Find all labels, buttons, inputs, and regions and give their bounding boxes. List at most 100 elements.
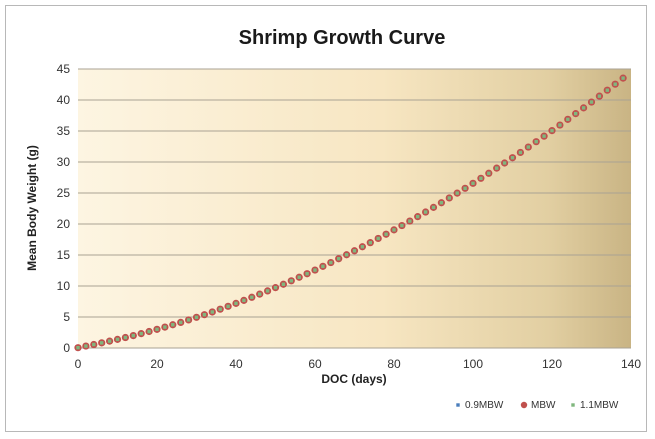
data-point — [76, 345, 80, 350]
x-tick-label: 20 — [150, 357, 164, 371]
data-point — [210, 310, 214, 314]
data-point — [463, 186, 467, 190]
data-point — [139, 331, 143, 336]
data-point — [265, 289, 270, 293]
data-point — [392, 228, 396, 232]
data-point — [431, 205, 436, 210]
data-point — [597, 94, 602, 98]
data-point — [226, 304, 230, 309]
legend-marker — [456, 403, 460, 407]
legend-marker — [520, 401, 528, 409]
y-tick-label: 15 — [57, 248, 71, 262]
data-point — [376, 236, 380, 241]
data-point — [613, 82, 617, 86]
data-point — [502, 161, 507, 165]
series-1.1MBW — [76, 76, 625, 350]
x-tick-label: 80 — [387, 357, 401, 371]
data-point — [360, 245, 365, 249]
y-tick-label: 5 — [63, 310, 70, 324]
legend-label: 0.9MBW — [465, 400, 504, 411]
data-point — [107, 339, 112, 343]
data-point — [242, 298, 246, 303]
data-point — [439, 201, 444, 205]
data-point — [273, 285, 278, 290]
data-point — [408, 219, 412, 223]
data-point — [194, 315, 199, 320]
data-point — [487, 171, 491, 175]
y-tick-label: 25 — [57, 186, 71, 200]
data-point — [344, 253, 349, 257]
plot-area — [78, 69, 631, 348]
data-point — [550, 128, 554, 133]
data-point — [202, 313, 207, 317]
data-point — [495, 166, 499, 170]
data-point — [455, 191, 459, 195]
data-point — [400, 223, 404, 228]
data-point — [479, 176, 483, 181]
data-point — [534, 139, 538, 144]
data-point — [510, 156, 515, 160]
x-tick-label: 100 — [463, 357, 483, 371]
y-tick-label: 10 — [57, 279, 71, 293]
y-tick-label: 20 — [57, 217, 71, 231]
x-tick-label: 0 — [75, 357, 82, 371]
data-point — [297, 275, 301, 279]
data-point — [131, 333, 135, 338]
data-point — [234, 301, 238, 306]
data-point — [621, 76, 625, 80]
data-point — [218, 307, 222, 311]
legend-marker — [571, 403, 575, 407]
data-point — [526, 145, 530, 149]
x-tick-label: 40 — [229, 357, 243, 371]
data-point — [281, 282, 286, 286]
legend-label: MBW — [531, 400, 556, 411]
data-point — [100, 341, 104, 345]
data-point — [574, 111, 578, 116]
data-point — [163, 325, 167, 329]
y-tick-label: 35 — [57, 124, 71, 138]
data-point — [186, 318, 191, 322]
y-axis-ticks: 0 5 10 15 20 25 30 35 40 45 — [57, 62, 71, 355]
y-axis-title: Mean Body Weight (g) — [25, 145, 39, 271]
data-point — [155, 327, 159, 332]
data-point — [92, 342, 96, 347]
legend-label: 1.1MBW — [580, 400, 619, 411]
data-point — [518, 150, 523, 155]
gridlines — [78, 68, 631, 349]
data-point — [416, 214, 420, 219]
data-point — [581, 106, 586, 110]
chart-svg: Shrimp Growth Curve 0 5 10 15 20 25 30 35 40 45 0… — [25, 27, 642, 411]
data-point — [258, 292, 262, 296]
data-point — [84, 344, 88, 348]
data-point — [566, 117, 570, 122]
data-point — [558, 123, 562, 127]
y-tick-label: 40 — [57, 93, 71, 107]
data-point — [447, 196, 451, 200]
x-axis-ticks: 0 20 40 60 80 100 120 140 — [75, 357, 642, 371]
data-point — [305, 272, 309, 276]
data-point — [589, 100, 594, 104]
data-point — [313, 268, 317, 272]
y-tick-label: 45 — [57, 62, 71, 76]
series-layer — [74, 74, 627, 352]
y-tick-label: 30 — [57, 155, 71, 169]
legend: 0.9MBW MBW 1.1MBW — [456, 400, 619, 411]
data-point — [423, 210, 428, 214]
data-point — [329, 260, 333, 265]
x-tick-label: 60 — [308, 357, 322, 371]
y-tick-label: 0 — [63, 341, 70, 355]
data-point — [289, 279, 293, 283]
data-point — [352, 249, 357, 253]
data-point — [337, 257, 341, 261]
data-point — [115, 337, 120, 342]
data-point — [471, 181, 475, 186]
x-axis-title: DOC (days) — [321, 372, 386, 386]
data-point — [321, 264, 325, 269]
chart-frame: Shrimp Growth Curve 0 5 10 15 20 25 30 35 40 45 0… — [5, 5, 647, 432]
data-point — [171, 323, 175, 327]
x-tick-label: 140 — [621, 357, 641, 371]
data-point — [384, 232, 388, 236]
data-point — [542, 134, 546, 138]
x-tick-label: 120 — [542, 357, 562, 371]
chart-title: Shrimp Growth Curve — [239, 27, 446, 49]
